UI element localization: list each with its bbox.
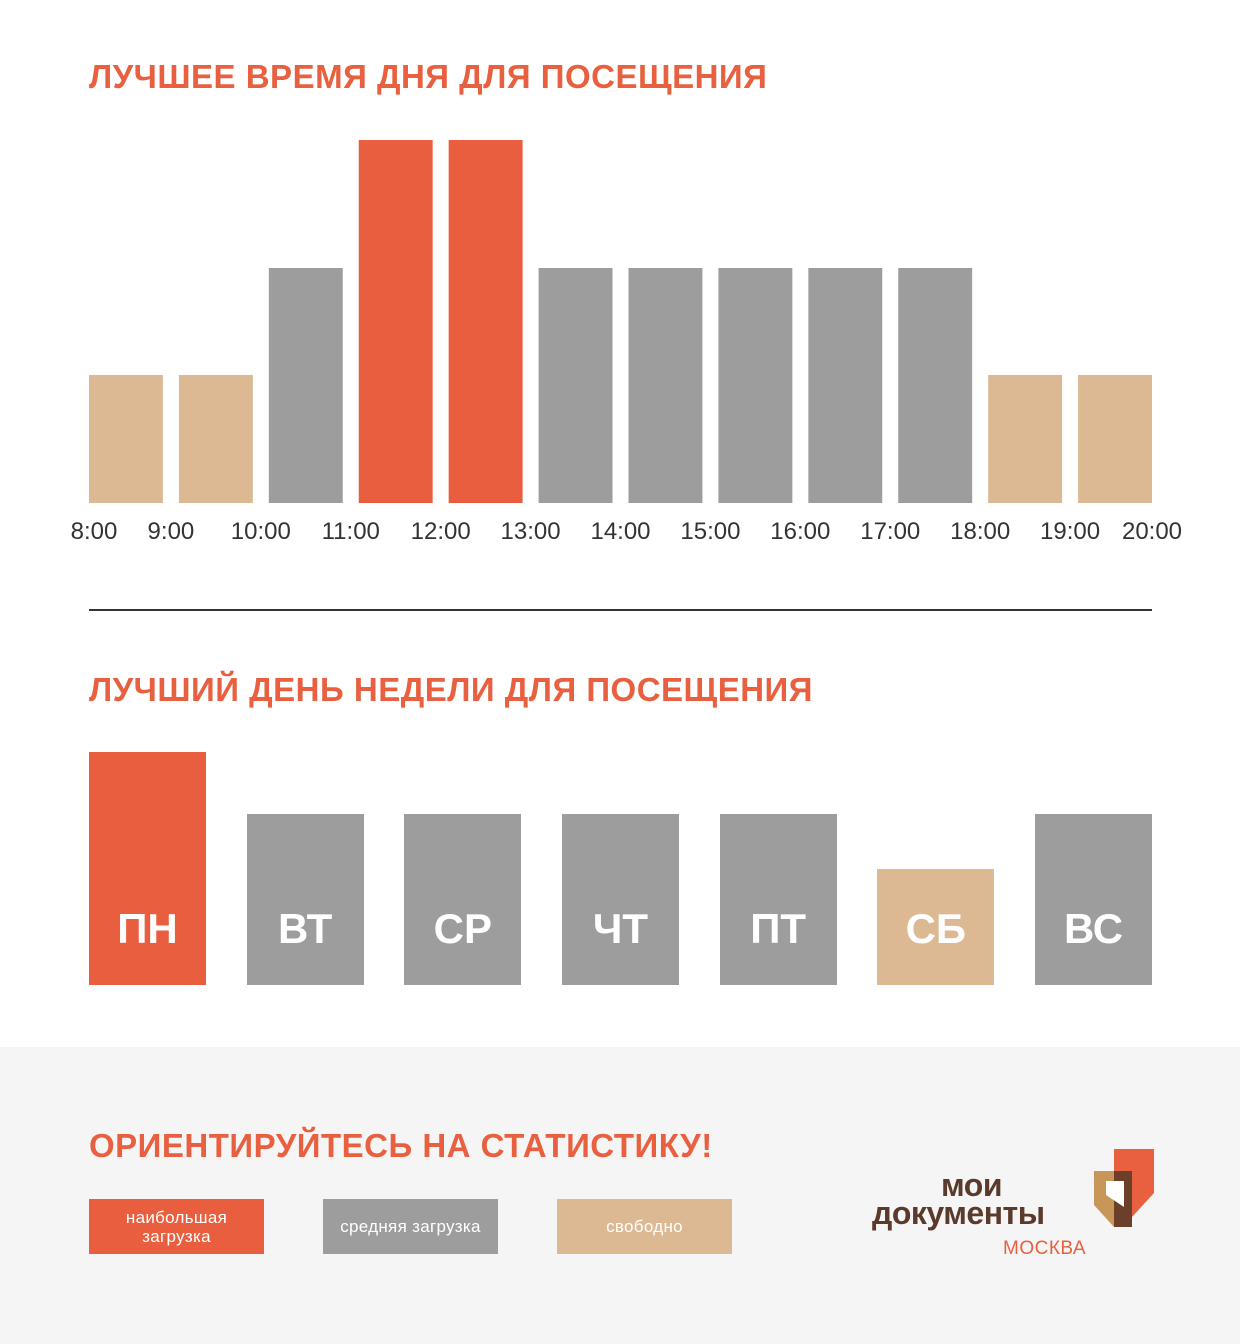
logo-line1: мои <box>941 1167 1002 1203</box>
hour-bar <box>988 375 1063 503</box>
hour-chart: 8:00 9:00 10:00 11:00 12:00 13:00 14:00 15:00 16… <box>71 140 1182 545</box>
hour-tick-label: 19:00 <box>1040 518 1100 545</box>
hour-tick-label: 18:00 <box>950 518 1010 545</box>
hour-bar <box>178 375 253 503</box>
hour-bar <box>538 268 613 503</box>
hour-tick-label: 15:00 <box>680 518 740 545</box>
hour-bar <box>718 268 793 503</box>
hour-bar <box>898 268 973 503</box>
hour-bar <box>268 268 343 503</box>
day-bar: ПН <box>89 752 206 985</box>
day-bar-label: ПН <box>117 905 178 952</box>
legend-medium: средняя загрузка <box>323 1199 498 1254</box>
day-bar: СР <box>404 814 522 985</box>
mfc-emblem-icon <box>1094 1149 1154 1227</box>
hour-bar <box>1078 375 1152 503</box>
hour-tick-label: 17:00 <box>860 518 920 545</box>
hour-tick-label: 20:00 <box>1122 518 1182 545</box>
day-bar-label: СР <box>433 905 492 952</box>
day-chart-title: ЛУЧШИЙ ДЕНЬ НЕДЕЛИ ДЛЯ ПОСЕЩЕНИЯ <box>89 671 813 708</box>
hour-bar <box>808 268 883 503</box>
day-bar-label: ВТ <box>277 905 333 952</box>
day-bar: ПТ <box>719 814 837 985</box>
hour-chart-title: ЛУЧШЕЕ ВРЕМЯ ДНЯ ДЛЯ ПОСЕЩЕНИЯ <box>89 58 768 95</box>
hour-bar <box>358 140 433 503</box>
hour-bar <box>628 268 703 503</box>
hour-tick-label: 10:00 <box>231 518 291 545</box>
legend-medium-label: средняя загрузка <box>340 1217 481 1236</box>
day-bar: СБ <box>877 869 995 985</box>
hour-tick-label: 16:00 <box>770 518 830 545</box>
day-bar-label: СБ <box>905 905 967 952</box>
legend-free: свободно <box>557 1199 732 1254</box>
legend-peak: наибольшая загрузка <box>89 1199 264 1254</box>
footer-title: ОРИЕНТИРУЙТЕСЬ НА СТАТИСТИКУ! <box>89 1127 713 1164</box>
logo-line2: документы <box>872 1195 1045 1231</box>
legend-peak-label: наибольшая загрузка <box>125 1207 228 1246</box>
day-bar-label: ВС <box>1063 905 1124 952</box>
brand-logo: мои документы МОСКВА <box>872 1147 1162 1277</box>
day-bar-label: ЧТ <box>592 905 649 952</box>
hour-bar <box>448 140 523 503</box>
hour-tick-label: 13:00 <box>501 518 561 545</box>
footer-panel: ОРИЕНТИРУЙТЕСЬ НА СТАТИСТИКУ! наибольшая… <box>0 1047 1240 1344</box>
hour-tick-label: 11:00 <box>322 518 380 545</box>
logo-city: МОСКВА <box>1003 1238 1087 1259</box>
hour-tick-label: 8:00 <box>71 518 118 545</box>
day-bar-label: ПТ <box>750 905 807 952</box>
hour-tick-label: 9:00 <box>148 518 195 545</box>
hour-tick-label: 12:00 <box>411 518 471 545</box>
hour-bar <box>89 375 163 503</box>
legend-free-label: свободно <box>606 1217 683 1236</box>
day-bar: ВТ <box>246 814 364 985</box>
section-divider <box>89 609 1152 611</box>
day-bar: ЧТ <box>562 814 679 985</box>
day-bar: ВС <box>1035 814 1152 985</box>
hour-tick-label: 14:00 <box>590 518 650 545</box>
